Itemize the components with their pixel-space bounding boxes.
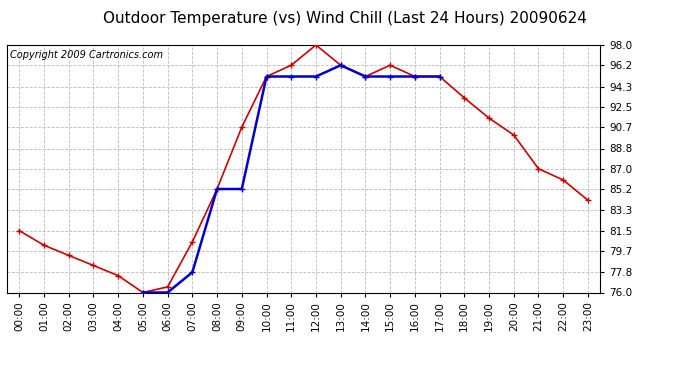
Text: Outdoor Temperature (vs) Wind Chill (Last 24 Hours) 20090624: Outdoor Temperature (vs) Wind Chill (Las… [103,11,587,26]
Text: Copyright 2009 Cartronics.com: Copyright 2009 Cartronics.com [10,50,163,60]
